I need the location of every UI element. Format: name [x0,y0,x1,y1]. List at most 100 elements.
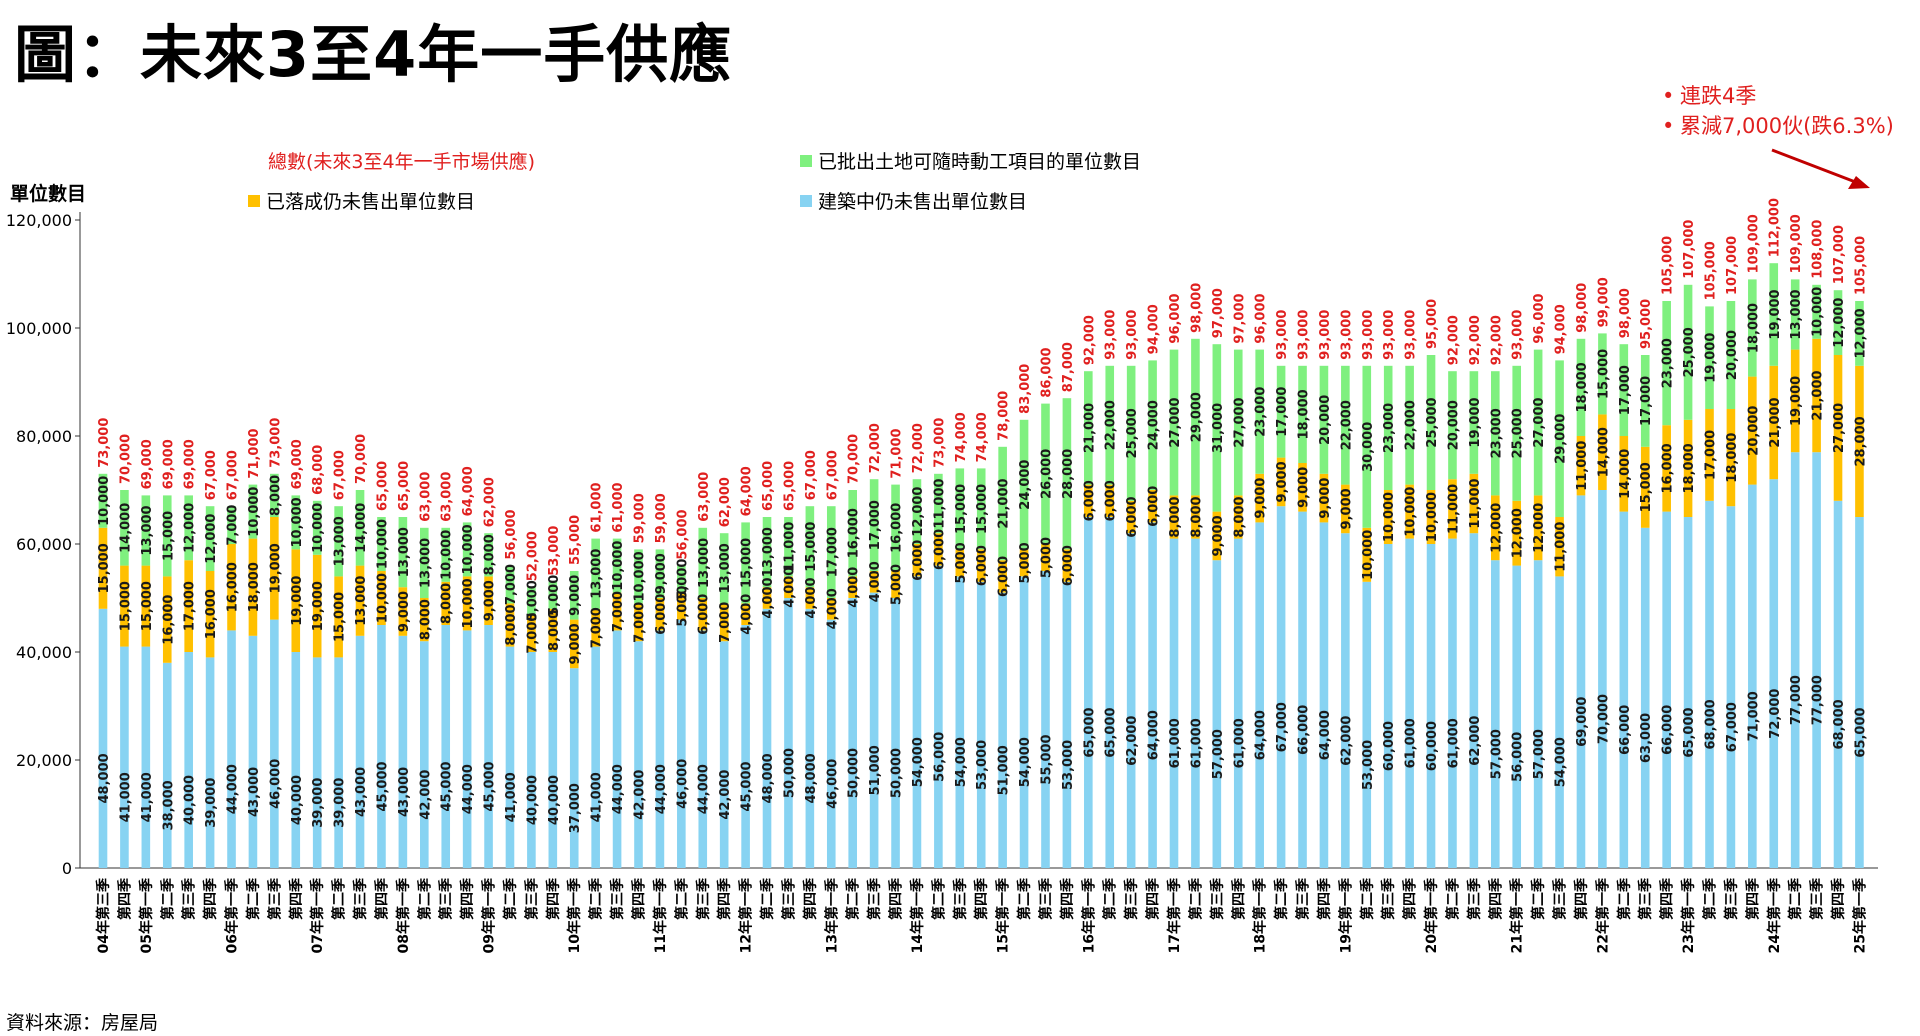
total-label: 93,000 [1104,310,1119,360]
bar-segment [1362,365,1372,528]
data-label: 9,000 [1211,515,1226,556]
data-label: 42,000 [418,770,433,820]
total-label: 53,000 [547,526,562,576]
bar-segment [912,576,922,868]
data-label: 41,000 [504,772,519,822]
total-label: 98,000 [1618,288,1633,338]
x-tick-label: 第三季 [695,878,712,920]
bar-segment [1084,484,1093,517]
bar-segment [1576,436,1586,496]
bar-segment [1276,506,1286,868]
data-label: 10,000 [440,530,455,580]
bar-segment [891,571,900,598]
total-label: 96,000 [1168,293,1183,343]
data-label: 17,000 [868,500,883,550]
bar-segment [1062,398,1072,550]
data-label: 40,000 [290,775,305,825]
bar-segment [355,565,365,636]
bar-segment [612,538,622,593]
bar-segment [1705,409,1714,501]
data-label: 6,000 [1147,486,1162,527]
data-label: 65,000 [1104,707,1119,757]
x-tick-label: 21年第一季 [1509,878,1526,953]
data-label: 56,000 [932,732,947,782]
data-label: 10,000 [1811,287,1826,337]
data-label: 11,000 [782,522,797,572]
data-label: 61,000 [1168,718,1183,768]
bar-segment [270,473,279,517]
data-label: 30,000 [1361,422,1376,472]
bar-segment [1276,457,1286,507]
data-label: 23,000 [1489,408,1504,458]
data-label: 26,000 [1039,449,1054,499]
data-label: 27,000 [1232,397,1247,447]
bar-segment [891,598,900,868]
bar-segment [1084,371,1093,485]
data-label: 10,000 [461,578,476,628]
bar-segment [505,603,515,647]
data-label: 41,000 [118,772,133,822]
data-label: 64,000 [1254,710,1269,760]
data-label: 48,000 [804,753,819,803]
bar-segment [1469,473,1479,534]
annotation-text-1: 連跌4季 [1680,84,1757,108]
data-label: 62,000 [1125,716,1140,766]
x-tick-label: 第三季 [1295,878,1312,920]
total-label: 108,000 [1811,220,1826,279]
x-tick-label: 第二季 [1187,878,1204,920]
data-label: 67,000 [1725,702,1740,752]
bar-segment [1512,500,1522,566]
bar-segment [1533,495,1543,561]
total-label: 112,000 [1768,198,1783,257]
bar-segment [1812,284,1821,339]
data-label: 72,000 [1768,689,1783,739]
bar-segment [291,652,301,868]
bar-segment [912,544,922,577]
data-label: 8,000 [483,534,498,575]
x-tick-label: 第三季 [1380,878,1397,920]
bar-segment [1169,349,1179,496]
arrow-line [1771,148,1859,185]
bar-segment [1191,495,1200,539]
bar-segment [1319,473,1329,523]
total-label: 65,000 [782,461,797,511]
data-label: 20,000 [1446,400,1461,450]
data-label: 13,000 [697,538,712,588]
data-label: 8,000 [1232,496,1247,537]
data-label: 39,000 [204,778,219,828]
data-label: 9,000 [1339,488,1354,529]
bar-segment [934,473,943,534]
data-label: 4,000 [740,594,755,635]
bar-segment [184,495,193,561]
bar-segment [1405,538,1414,868]
total-label: 83,000 [1018,364,1033,414]
bar-segment [1255,349,1264,474]
data-label: 11,000 [1554,522,1569,572]
data-label: 8,000 [268,475,283,516]
data-label: 10,000 [375,573,390,623]
total-label: 67,000 [204,450,219,500]
bar-segment [1426,355,1436,490]
data-label: 16,000 [1661,443,1676,493]
data-label: 44,000 [461,764,476,814]
bar-segment [1726,506,1736,868]
x-tick-label: 第二季 [416,878,433,920]
total-label: 63,000 [440,472,455,522]
x-tick-label: 第二季 [1016,878,1033,920]
bar-segment [934,533,943,566]
data-label: 62,000 [1468,716,1483,766]
data-label: 55,000 [1039,734,1054,784]
x-tick-label: 05年第一季 [138,878,155,953]
bar-segment [505,646,515,868]
x-tick-label: 第二季 [930,878,947,920]
x-tick-label: 10年第一季 [566,878,583,953]
total-label: 93,000 [1361,310,1376,360]
data-label: 22,000 [1104,400,1119,450]
bar-segment [227,630,236,868]
data-label: 13,000 [590,549,605,599]
x-tick-label: 第三季 [866,878,883,920]
bar-segment [1683,284,1693,420]
data-label: 40,000 [547,775,562,825]
data-label: 6,000 [1061,545,1076,586]
